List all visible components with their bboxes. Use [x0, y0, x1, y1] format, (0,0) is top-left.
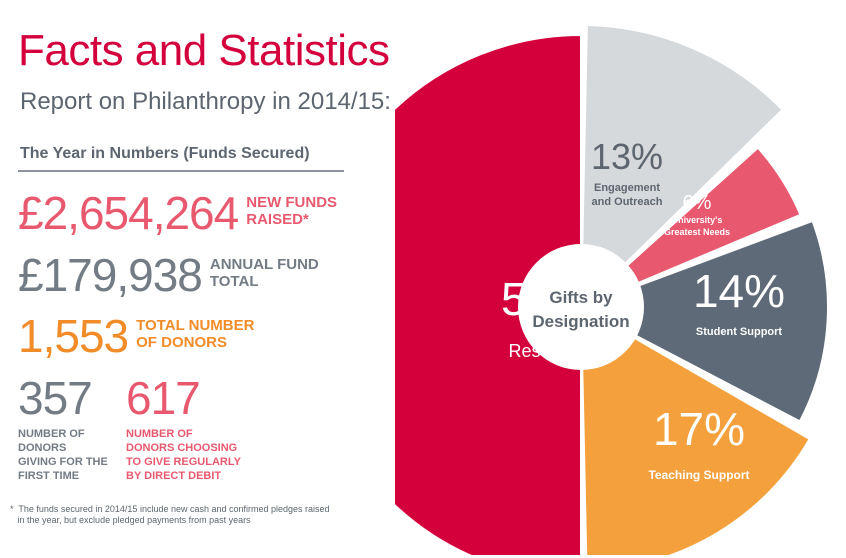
footnote-line1: The funds secured in 2014/15 include new…	[18, 504, 330, 514]
stat-direct-debit-donors: 617 NUMBER OF DONORS CHOOSING TO GIVE RE…	[126, 372, 241, 483]
slice-label-student-support: Student Support	[696, 326, 782, 338]
page-title: Facts and Statistics	[18, 26, 390, 75]
slice-label-research: Research	[508, 341, 585, 361]
slice-value-university-s-greatest-needs: 6%	[683, 192, 712, 214]
stat-annual-fund-label-line2: TOTAL	[209, 273, 259, 290]
slice-value-teaching-support: 17%	[653, 403, 745, 455]
chart-title-line2: Designation	[532, 312, 629, 331]
stat-total-donors-label-line2: OF DONORS	[136, 334, 227, 351]
slice-label-teaching-support: Teaching Support	[648, 468, 749, 482]
year-in-numbers-heading: The Year in Numbers (Funds Secured)	[20, 145, 310, 162]
stat-total-donors-label: TOTAL NUMBER OF DONORS	[136, 317, 254, 351]
stat-total-donors-value: 1,553	[18, 310, 129, 362]
slice-value-student-support: 14%	[693, 265, 785, 317]
gifts-by-designation-chart: 50% Research 13% Engagement and Outreach 6%Un…	[395, 24, 829, 555]
slice-label-engagement-and-outreach: and Outreach	[592, 196, 663, 208]
stat-direct-debit-value: 617	[126, 372, 201, 424]
stat-direct-debit-label-line: BY DIRECT DEBIT	[126, 470, 222, 482]
stat-new-funds-label-line1: NEW FUNDS	[246, 194, 338, 211]
stat-first-time-label: NUMBER OF DONORS GIVING FOR THE FIRST TI…	[18, 427, 128, 483]
stat-first-time-label-line: DONORS	[18, 442, 67, 454]
stat-new-funds: £2,654,264 NEW FUNDS RAISED*	[18, 190, 337, 236]
stat-direct-debit-label: NUMBER OF DONORS CHOOSING TO GIVE REGULA…	[126, 427, 241, 483]
stat-direct-debit-label-line: NUMBER OF	[126, 428, 193, 440]
slice-label-engagement-and-outreach: Engagement	[594, 182, 660, 194]
stat-annual-fund-label-line1: ANNUAL FUND	[209, 256, 319, 273]
stat-direct-debit-label-line: TO GIVE REGULARLY	[126, 456, 241, 468]
slice-label-university-s-greatest-needs: University's	[672, 215, 723, 225]
slice-engagement-and-outreach	[579, 24, 784, 310]
stat-annual-fund-value: £179,938	[18, 249, 203, 301]
slice-value-research: 50%	[501, 273, 593, 325]
chart-hub	[518, 244, 644, 370]
stat-first-time-value: 357	[18, 372, 93, 424]
slice-student-support	[578, 219, 829, 423]
stat-first-time-donors: 357 NUMBER OF DONORS GIVING FOR THE FIRS…	[18, 375, 128, 483]
footnote-line2: in the year, but exclude pledged payment…	[17, 515, 251, 525]
stat-first-time-label-line: NUMBER OF	[18, 428, 85, 440]
footnote-marker: *	[10, 504, 14, 514]
stat-annual-fund: £179,938 ANNUAL FUND TOTAL	[18, 252, 319, 298]
stat-direct-debit-label-line: DONORS CHOOSING	[126, 442, 238, 454]
stat-new-funds-value: £2,654,264	[18, 187, 239, 239]
slice-value-engagement-and-outreach: 13%	[591, 136, 663, 177]
stat-first-time-label-line: FIRST TIME	[18, 470, 80, 482]
chart-title-line1: Gifts by	[549, 288, 613, 307]
slice-university-s-greatest-needs	[580, 146, 802, 308]
heading-divider	[18, 170, 344, 172]
stat-new-funds-label: NEW FUNDS RAISED*	[246, 194, 337, 228]
stat-first-time-label-line: GIVING FOR THE	[18, 456, 108, 468]
slice-teaching-support	[579, 305, 811, 555]
footnote: * The funds secured in 2014/15 include n…	[10, 504, 350, 526]
page-subtitle: Report on Philanthropy in 2014/15:	[20, 88, 391, 115]
stat-total-donors-label-line1: TOTAL NUMBER	[136, 317, 255, 334]
stat-new-funds-label-line2: RAISED*	[246, 211, 309, 228]
slice-label-university-s-greatest-needs: Greatest Needs	[664, 227, 730, 237]
slice-research	[395, 33, 582, 555]
stat-annual-fund-label: ANNUAL FUND TOTAL	[210, 256, 319, 290]
stat-total-donors: 1,553 TOTAL NUMBER OF DONORS	[18, 313, 254, 359]
